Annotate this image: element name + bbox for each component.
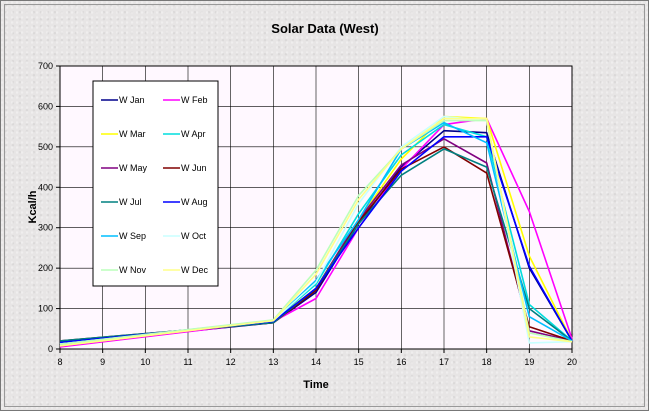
x-tick-label: 19 — [524, 357, 534, 367]
y-tick-label: 100 — [38, 304, 53, 314]
x-axis-label: Time — [303, 379, 328, 391]
series-line-w-aug — [59, 136, 573, 344]
gridlines — [60, 65, 572, 349]
x-tick-label: 18 — [482, 357, 492, 367]
x-tick-label: 17 — [439, 357, 449, 367]
legend-label-w-jun: W Jun — [181, 163, 207, 173]
y-axis-ticks: 0 100 200 300 400 500 600 700 — [38, 61, 60, 354]
legend-label-w-may: W May — [119, 163, 147, 173]
y-axis-label: Kcal/h — [27, 190, 39, 223]
x-tick-label: 9 — [100, 357, 105, 367]
legend-label-w-apr: W Apr — [181, 129, 206, 139]
legend-label-w-dec: W Dec — [181, 265, 209, 275]
legend: W Jan W Feb W Mar W Apr W May W Jun W Jul W Aug… — [92, 80, 219, 287]
y-tick-label: 700 — [38, 61, 53, 71]
x-tick-label: 10 — [140, 357, 150, 367]
legend-label-w-nov: W Nov — [119, 265, 147, 275]
x-tick-label: 13 — [268, 357, 278, 367]
series-line-w-oct — [59, 115, 573, 345]
x-tick-label: 12 — [226, 357, 236, 367]
x-tick-label: 11 — [183, 357, 192, 367]
y-tick-label: 0 — [48, 344, 53, 354]
y-tick-label: 300 — [38, 223, 53, 233]
legend-label-w-aug: W Aug — [181, 197, 208, 207]
y-tick-label: 600 — [38, 101, 53, 111]
chart-title: Solar Data (West) — [271, 21, 378, 36]
frame-inner-border — [4, 4, 645, 407]
legend-label-w-mar: W Mar — [119, 129, 146, 139]
x-axis-ticks: 8 9 10 11 12 13 14 15 16 17 18 19 20 — [57, 349, 577, 367]
legend-label-w-oct: W Oct — [181, 231, 206, 241]
x-tick-label: 16 — [396, 357, 406, 367]
legend-label-w-feb: W Feb — [181, 95, 208, 105]
x-tick-label: 14 — [311, 357, 321, 367]
legend-box — [92, 80, 219, 287]
legend-label-w-jan: W Jan — [119, 95, 145, 105]
x-tick-label: 15 — [354, 357, 364, 367]
y-tick-label: 400 — [38, 182, 53, 192]
legend-label-w-jul: W Jul — [119, 197, 142, 207]
y-tick-label: 200 — [38, 263, 53, 273]
series-line-w-dec — [59, 117, 573, 347]
series-lines — [59, 115, 573, 348]
x-tick-label: 20 — [567, 357, 577, 367]
legend-label-w-sep: W Sep — [119, 231, 146, 241]
x-tick-label: 8 — [57, 357, 62, 367]
y-tick-label: 500 — [38, 142, 53, 152]
